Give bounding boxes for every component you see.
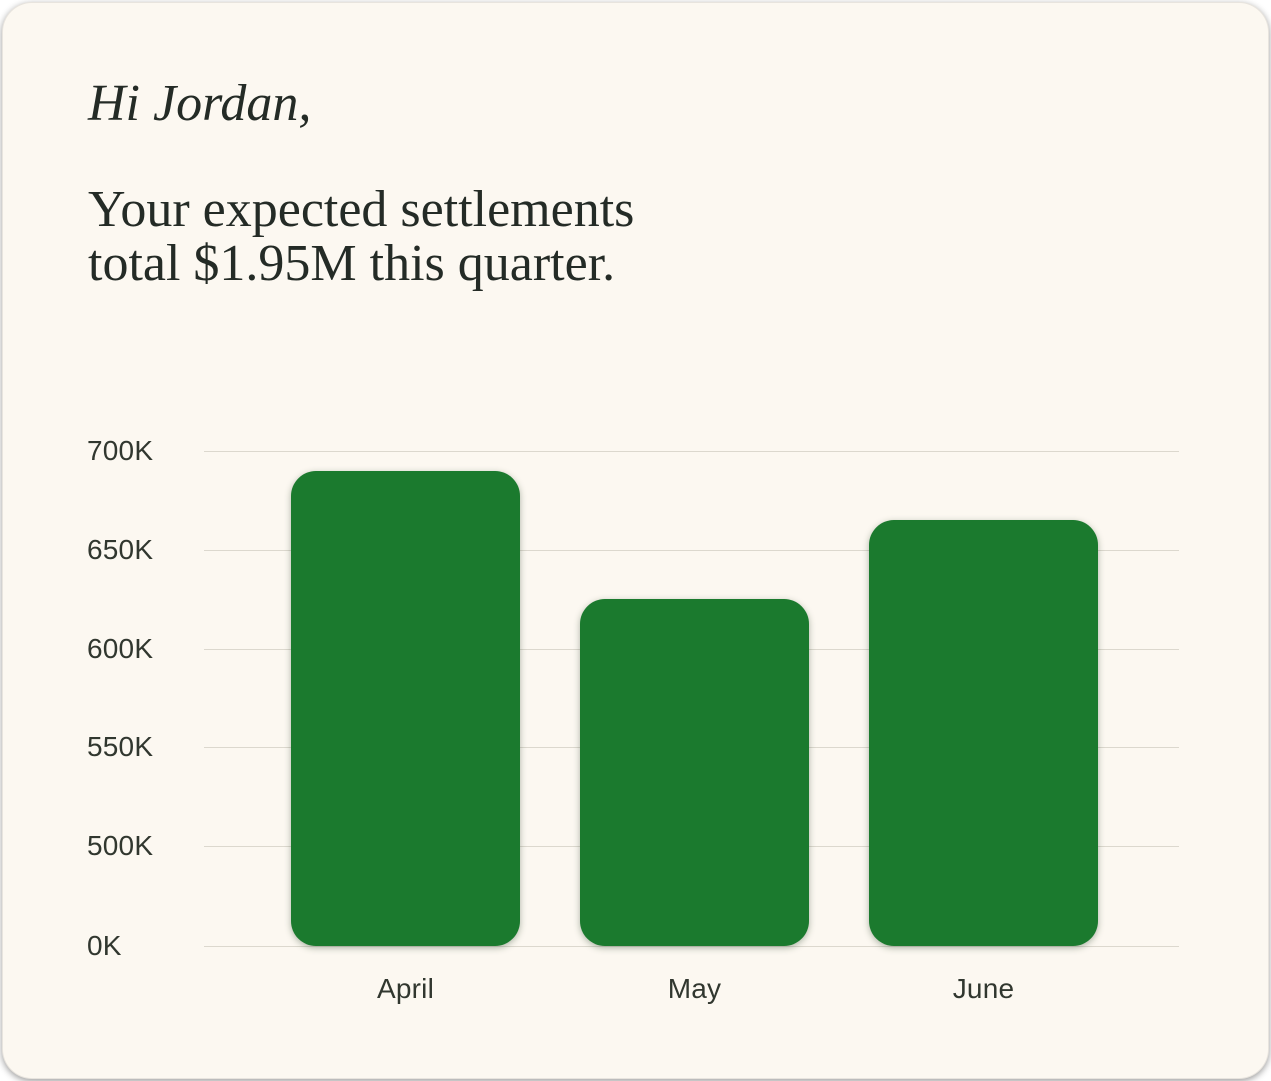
- gridline-0k: [204, 946, 1179, 947]
- bar-april: [291, 470, 520, 946]
- y-axis-tick-label: 700K: [87, 435, 154, 466]
- y-axis-tick-label: 650K: [87, 533, 154, 565]
- bar-may: [580, 599, 809, 946]
- y-axis-tick-label: 500K: [87, 830, 154, 861]
- x-axis-label-may: May: [667, 973, 722, 1004]
- y-axis-tick-label: 0K: [87, 930, 122, 961]
- bar-june: [869, 520, 1098, 946]
- gridline-650k: [204, 549, 1179, 551]
- gridline-700k: [204, 451, 1179, 452]
- greeting-text: Hi Jordan,: [88, 75, 312, 132]
- headline-text: Your expected settlements total $1.95M t…: [88, 183, 634, 291]
- headline-line-1: Your expected settlements: [88, 181, 635, 238]
- headline-line-2: total $1.95M this quarter.: [88, 235, 616, 292]
- x-axis-label-june: June: [952, 973, 1015, 1004]
- y-axis-tick-label: 550K: [87, 731, 154, 763]
- y-axis-tick-label: 600K: [87, 632, 154, 664]
- settlements-bar-chart: 700K 650K 600K 550K 500K 0K April May June: [3, 3, 1268, 1078]
- x-axis-label-april: April: [376, 973, 434, 1004]
